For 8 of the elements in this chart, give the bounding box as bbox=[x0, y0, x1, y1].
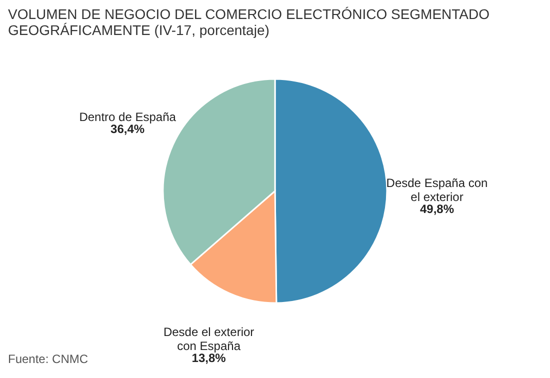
data-label: 36,4% bbox=[110, 122, 145, 136]
slice-label: Desde el exterior con España bbox=[163, 324, 254, 353]
data-label: 13,8% bbox=[192, 350, 226, 365]
source-note: Fuente: CNMC bbox=[8, 352, 88, 366]
slice-label: Dentro de España bbox=[79, 110, 176, 124]
slice-label: Desde España con el exterior bbox=[386, 176, 488, 204]
data-label: 49,8% bbox=[420, 202, 454, 216]
chart-title: VOLUMEN DE NEGOCIO DEL COMERCIO ELECTRÓNICO SEGMENTADO GEOGRÁFICAMENTE (IV-17, porcentaje) bbox=[8, 6, 490, 38]
